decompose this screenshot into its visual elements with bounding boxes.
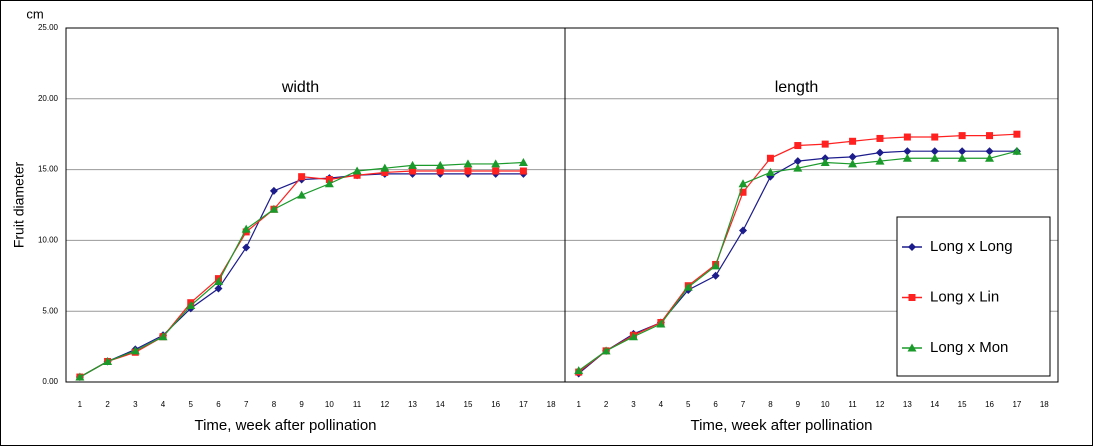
x-tick-label: 8 xyxy=(272,400,277,409)
y-tick-label: 10.00 xyxy=(38,236,59,245)
x-tick-label: 11 xyxy=(848,400,857,409)
marker xyxy=(464,168,471,175)
marker xyxy=(986,132,993,139)
marker xyxy=(298,173,305,180)
marker xyxy=(876,135,883,142)
x-tick-label: 15 xyxy=(958,400,967,409)
marker xyxy=(904,134,911,141)
x-tick-label: 18 xyxy=(1040,400,1049,409)
legend-label: Long x Mon xyxy=(930,339,1008,356)
y-tick-label: 0.00 xyxy=(42,377,58,386)
marker xyxy=(849,138,856,145)
y-tick-label: 25.00 xyxy=(38,23,59,32)
x-tick-label: 16 xyxy=(491,400,500,409)
page: 0.005.0010.0015.0020.0025.00123456789101… xyxy=(0,0,1093,446)
x-tick-label: 4 xyxy=(659,400,664,409)
x-tick-label: 13 xyxy=(408,400,417,409)
marker xyxy=(822,141,829,148)
x-tick-label: 3 xyxy=(631,400,636,409)
x-tick-label: 2 xyxy=(604,400,609,409)
x-tick-label: 16 xyxy=(985,400,994,409)
marker xyxy=(492,168,499,175)
x-tick-label: 17 xyxy=(1012,400,1021,409)
marker xyxy=(794,142,801,149)
chart: 0.005.0010.0015.0020.0025.00123456789101… xyxy=(0,0,1093,446)
marker xyxy=(767,155,774,162)
x-tick-label: 15 xyxy=(464,400,473,409)
chart-title: width xyxy=(281,79,319,96)
y-unit: cm xyxy=(26,6,43,21)
x-tick-label: 7 xyxy=(244,400,249,409)
marker xyxy=(931,134,938,141)
x-tick-label: 6 xyxy=(216,400,221,409)
x-tick-label: 17 xyxy=(519,400,528,409)
x-tick-label: 5 xyxy=(686,400,691,409)
x-tick-label: 9 xyxy=(299,400,304,409)
x-tick-label: 11 xyxy=(353,400,362,409)
x-tick-label: 18 xyxy=(547,400,556,409)
x-tick-label: 13 xyxy=(903,400,912,409)
x-tick-label: 10 xyxy=(325,400,334,409)
x-tick-label: 8 xyxy=(768,400,773,409)
marker xyxy=(520,168,527,175)
y-tick-label: 5.00 xyxy=(42,306,58,315)
legend-label: Long x Long xyxy=(930,238,1013,255)
x-tick-label: 4 xyxy=(161,400,166,409)
x-tick-label: 14 xyxy=(930,400,939,409)
chart-title: length xyxy=(775,79,819,96)
x-tick-label: 12 xyxy=(380,400,389,409)
legend-marker xyxy=(909,294,916,301)
marker xyxy=(959,132,966,139)
marker xyxy=(1013,131,1020,138)
x-tick-label: 1 xyxy=(78,400,83,409)
x-tick-label: 14 xyxy=(436,400,445,409)
x-tick-label: 10 xyxy=(821,400,830,409)
x-tick-label: 2 xyxy=(105,400,110,409)
legend-label: Long x Lin xyxy=(930,288,999,305)
x-axis-label: Time, week after pollination xyxy=(690,417,872,434)
x-tick-label: 1 xyxy=(576,400,581,409)
x-axis-label: Time, week after pollination xyxy=(194,417,376,434)
x-tick-label: 9 xyxy=(796,400,801,409)
y-tick-label: 20.00 xyxy=(38,94,59,103)
x-tick-label: 12 xyxy=(876,400,885,409)
x-tick-label: 7 xyxy=(741,400,746,409)
x-tick-label: 6 xyxy=(713,400,718,409)
x-tick-label: 3 xyxy=(133,400,138,409)
y-axis-label: Fruit diameter xyxy=(11,161,27,248)
y-tick-label: 15.00 xyxy=(38,165,59,174)
x-tick-label: 5 xyxy=(189,400,194,409)
